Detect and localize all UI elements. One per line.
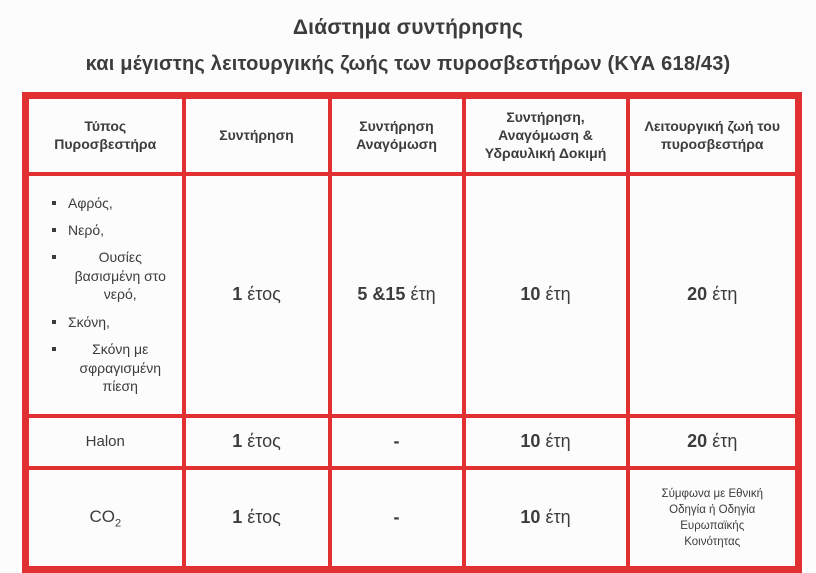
cell-operational-life: 20 έτη <box>625 171 801 418</box>
list-item: Σκόνη, <box>52 313 173 331</box>
cell-hydraulic-interval: 10 έτη <box>461 413 630 470</box>
cell-hydraulic-interval: 10 έτη <box>461 171 630 418</box>
list-item: Σκόνη με σφραγισμένη πίεση <box>52 340 173 395</box>
extinguisher-type-list: Αφρός, Νερό, Ουσίες βασισμένη στο νερό, … <box>34 179 177 411</box>
bullet-square-icon <box>52 319 56 324</box>
cell-operational-life-note: Σύμφωνα με Εθνική Οδηγία ή Οδηγία Ευρωπα… <box>625 465 801 572</box>
type-label: CO2 <box>89 506 122 530</box>
cell-recharge-interval: - <box>327 465 466 572</box>
bullet-square-icon <box>52 255 56 260</box>
cell-operational-life: 20 έτη <box>625 413 801 470</box>
list-item-label: Ουσίες βασισμένη στο νερό, <box>74 249 166 303</box>
cell-recharge-interval: - <box>327 413 466 470</box>
table-row: Αφρός, Νερό, Ουσίες βασισμένη στο νερό, … <box>23 171 801 418</box>
header-hydraulic-test: Συντήρηση, Αναγόμωση & Υδραυλική Δοκιμή <box>461 93 630 176</box>
bullet-square-icon <box>52 200 56 205</box>
title-line-2: και μέγιστης λειτουργικής ζωής των πυροσ… <box>85 53 731 75</box>
cell-type-co2: CO2 <box>23 465 186 572</box>
list-item-label: Αφρός, <box>68 194 113 211</box>
title-line-1: Διάστημα συντήρησης <box>292 16 524 39</box>
cell-maintenance-interval: 1 έτος <box>181 171 332 418</box>
list-item: Νερό, <box>52 221 173 239</box>
table-row: Halon 1 έτος - 10 έτη 20 έτη <box>23 413 801 470</box>
page-title: Διάστημα συντήρησης και μέγιστης λειτουρ… <box>0 0 816 76</box>
list-item-label: Σκόνη με σφραγισμένη πίεση <box>79 341 162 395</box>
cell-maintenance-interval: 1 έτος <box>181 413 332 470</box>
maintenance-table-container: Τύπος Πυροσβεστήρα Συντήρηση Συντήρηση Α… <box>22 92 802 573</box>
bullet-square-icon <box>52 347 56 352</box>
type-label: Halon <box>85 432 125 450</box>
header-recharge: Συντήρηση Αναγόμωση <box>327 93 466 176</box>
table-header-row: Τύπος Πυροσβεστήρα Συντήρηση Συντήρηση Α… <box>23 93 801 176</box>
list-item-label: Νερό, <box>68 221 104 238</box>
table-row: CO2 1 έτος - 10 έτη Σύμφωνα με Εθνική Οδ… <box>23 465 801 572</box>
cell-hydraulic-interval: 10 έτη <box>461 465 630 572</box>
header-operational-life: Λειτουργική ζωή του πυροσβεστήρα <box>625 93 801 176</box>
header-maintenance: Συντήρηση <box>181 93 332 176</box>
cell-type-foam-water-powder: Αφρός, Νερό, Ουσίες βασισμένη στο νερό, … <box>23 171 186 418</box>
list-item: Ουσίες βασισμένη στο νερό, <box>52 248 173 303</box>
bullet-square-icon <box>52 227 56 232</box>
header-extinguisher-type: Τύπος Πυροσβεστήρα <box>23 93 186 176</box>
list-item-label: Σκόνη, <box>68 313 110 330</box>
life-note: Σύμφωνα με Εθνική Οδηγία ή Οδηγία Ευρωπα… <box>661 487 764 549</box>
cell-maintenance-interval: 1 έτος <box>181 465 332 572</box>
cell-type-halon: Halon <box>23 413 186 470</box>
list-item: Αφρός, <box>52 194 173 212</box>
cell-recharge-interval: 5 &15 έτη <box>327 171 466 418</box>
maintenance-table: Τύπος Πυροσβεστήρα Συντήρηση Συντήρηση Α… <box>22 92 802 573</box>
